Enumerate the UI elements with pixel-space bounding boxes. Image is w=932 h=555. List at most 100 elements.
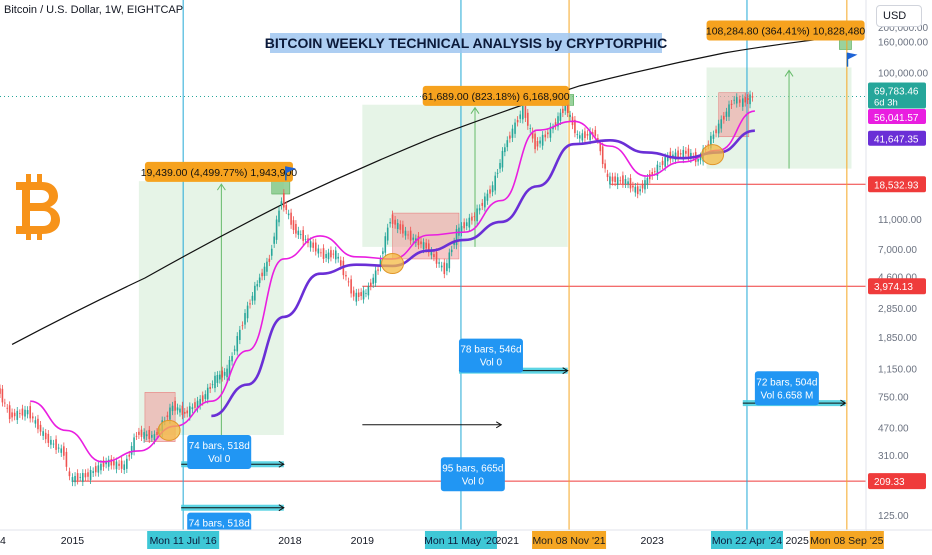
price-candle [39,424,42,432]
price-candle [345,274,347,277]
price-candle [181,405,184,416]
price-candle [270,248,273,256]
price-candle [199,398,201,406]
price-candle [455,229,458,246]
target-date-label: Mon 08 Nov '21 [532,535,605,547]
price-candle [254,285,256,301]
price-candle [292,220,295,230]
price-candle [84,473,87,478]
price-badge-text: 41,647.35 [874,135,919,146]
y-tick-label: 11,000.00 [878,215,922,226]
support-price-badge [868,176,926,193]
bitcoin-icon [16,174,60,240]
y-tick-label: 100,000.00 [878,69,928,80]
price-candle [529,128,532,129]
price-candle [506,140,509,148]
price-candle [31,416,34,419]
price-candle [616,177,619,185]
title-box [270,33,662,53]
price-candle [559,112,562,121]
x-tick-label: 2021 [496,535,520,547]
price-candle [94,466,97,473]
price-candle [133,437,135,452]
y-tick-label: 160,000.00 [878,38,928,49]
halving-date-badge [424,531,497,549]
price-candle [357,292,360,298]
price-candle [266,261,268,272]
y-tick-label: 200,000.00 [878,23,928,34]
price-candle [236,336,239,352]
bars-info-vol: Vol 6.658 M [760,390,813,401]
price-candle [407,234,409,236]
price-candle [92,471,94,473]
price-candle [50,439,52,445]
symbol-title: Bitcoin / U.S. Dollar, 1W, EIGHTCAP [4,4,184,16]
bars-info-text: 74 bars, 518d [189,441,250,452]
price-candle [278,210,280,223]
ma-slow-line [211,129,756,418]
accumulation-circle-1 [381,253,405,275]
price-candle [135,435,138,437]
projection-label-text: 108,284.80 (364.41%) 10,828,480 [706,26,866,38]
price-candle [425,242,427,249]
price-candle [394,219,396,225]
price-candle [742,98,744,107]
price-candle [609,176,611,185]
projection-arrowhead-1 [470,106,480,114]
price-candle [509,135,511,139]
price-candle [82,473,84,482]
y-tick-label: 750.00 [878,393,909,404]
price-candle [256,284,259,287]
price-candle [730,103,733,105]
price-candle [386,227,389,241]
price-candle [166,415,169,418]
price-candle [312,242,314,248]
y-tick-label: 125.00 [878,511,909,522]
currency-select[interactable]: USD [876,5,922,27]
price-candle [355,292,358,302]
price-candle [320,252,322,254]
projection-label-box-0 [144,161,293,182]
price-candle [396,222,399,230]
projection-arrowhead-0 [216,183,226,191]
price-candle [145,434,148,437]
halving-date-badge [710,531,783,549]
price-candle [622,175,624,184]
y-tick-label: 2,850.00 [878,304,917,315]
price-candle [211,384,214,386]
price-candle [327,252,330,260]
price-candle [744,97,747,103]
support-price-text: 209.33 [874,477,905,488]
price-candle [246,305,249,319]
bars-info-vol: Vol 0 [208,454,231,465]
price-candle [196,400,199,409]
price-candle [194,402,196,408]
range-arrowhead-2 [562,367,569,375]
price-candle [634,186,637,193]
price-candle [707,144,710,146]
price-candle [283,193,285,208]
halving-date-label: Mon 11 Jul '16 [150,535,217,547]
price-candle [501,150,504,168]
price-candle [569,114,571,118]
price-candle [391,214,394,224]
price-candle [471,216,473,221]
price-candle [715,129,717,134]
price-candle [1,388,4,403]
price-candle [179,408,181,413]
price-candle [697,159,699,162]
price-candle [11,412,13,418]
price-candle [280,201,283,206]
price-candle [65,451,68,467]
price-candle [644,180,646,190]
price-candle [639,189,641,192]
price-candle [29,406,31,419]
price-candle [611,176,614,182]
price-candle [249,303,251,305]
price-candle [685,150,687,154]
price-candle [522,105,524,120]
price-candle [118,463,120,466]
price-candle [287,213,290,216]
